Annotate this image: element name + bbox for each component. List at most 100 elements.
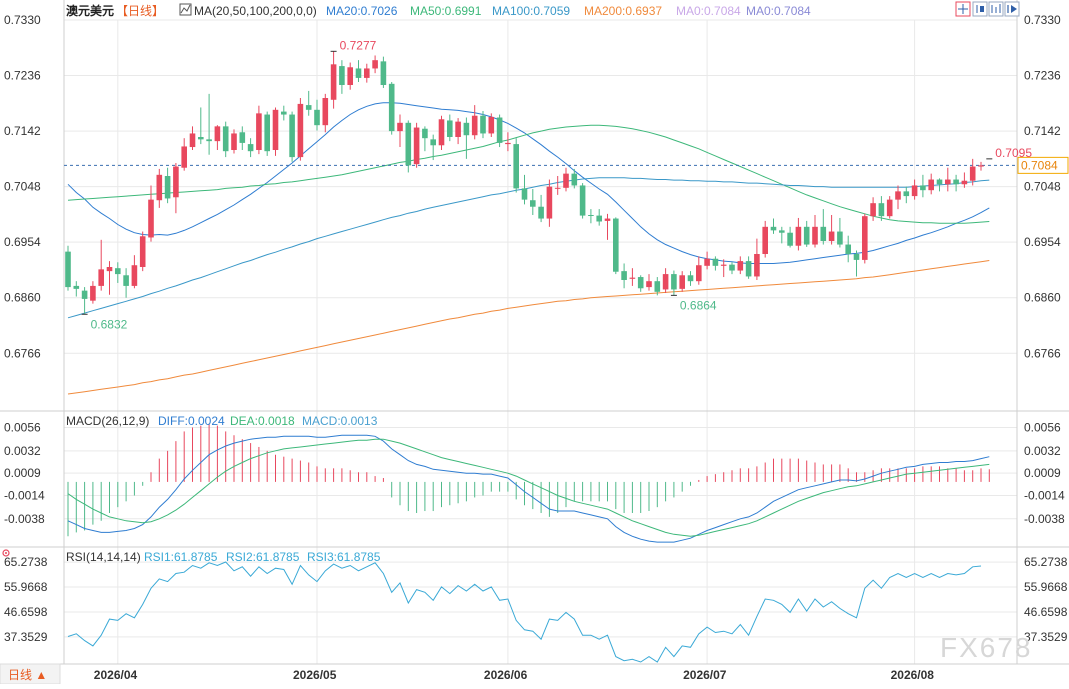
candle-body	[704, 258, 710, 266]
rsi-tick-left: 46.6598	[4, 605, 48, 619]
candle-body	[355, 68, 362, 78]
candle	[355, 60, 362, 83]
candle	[438, 115, 445, 150]
candle-body	[696, 265, 702, 282]
candle-body	[571, 173, 578, 186]
candle-body	[770, 226, 777, 231]
macd-tick-right: 0.0009	[1024, 466, 1061, 480]
candle	[496, 114, 503, 148]
candle	[397, 114, 403, 148]
candle-body	[164, 176, 171, 199]
candle	[745, 256, 752, 279]
candle	[239, 126, 246, 150]
candle-body	[886, 199, 893, 217]
candle	[206, 93, 212, 155]
candle-body	[787, 232, 793, 246]
date-tick: 2026/05	[293, 668, 337, 682]
candle	[447, 114, 453, 142]
candle-body	[239, 132, 246, 143]
candle-body	[81, 290, 88, 299]
candle	[297, 98, 304, 161]
macd-hist-value: MACD:0.0013	[302, 414, 378, 428]
candle	[521, 174, 528, 205]
ma50-line	[67, 124, 990, 224]
macd-tick-right: -0.0038	[1024, 512, 1065, 526]
high-label: 0.7277	[340, 38, 377, 52]
candle-body	[206, 139, 212, 142]
candle	[164, 167, 171, 204]
symbol-name: 澳元美元	[66, 3, 114, 18]
candle-body	[496, 117, 503, 143]
candle-body	[173, 166, 179, 198]
price-tick-left: 0.7142	[4, 124, 41, 138]
candle-body	[754, 254, 760, 277]
candle	[687, 271, 694, 286]
candle	[222, 121, 229, 158]
candle	[563, 167, 569, 192]
date-tick: 2026/06	[484, 668, 528, 682]
candle-body	[671, 274, 677, 290]
candle-body	[305, 105, 312, 110]
candle-body	[646, 281, 652, 288]
main-header: 澳元美元 【日线】 MA(20,50,100,200,0,0) MA20:0.7…	[66, 3, 811, 18]
rsi-tick-right: 46.6598	[1024, 605, 1068, 619]
candle	[98, 239, 104, 291]
indicator-settings-icon[interactable]	[179, 3, 192, 16]
low-label: 0.6832	[91, 317, 128, 331]
candle	[596, 209, 602, 226]
candle	[330, 51, 337, 109]
macd-dea-value: DEA:0.0018	[230, 414, 295, 428]
candle	[380, 56, 387, 88]
candle-body	[214, 126, 221, 142]
rsi-tick-right: 65.2738	[1024, 555, 1068, 569]
candle	[281, 105, 287, 121]
candle-body	[405, 122, 412, 166]
candle	[862, 213, 868, 264]
watermark: FX678	[940, 632, 1033, 663]
forward-icon[interactable]	[1004, 1, 1020, 17]
candle-body	[554, 187, 561, 189]
candle-type-icon[interactable]	[972, 1, 988, 17]
candle	[554, 176, 561, 195]
candle-body	[936, 179, 943, 185]
candle-body	[596, 215, 602, 222]
candle	[978, 161, 984, 171]
rsi-tick-left: 37.3529	[4, 630, 48, 644]
candlesticks	[65, 51, 984, 315]
macd-tick-right: 0.0032	[1024, 444, 1061, 458]
indicator-icon[interactable]	[988, 1, 1004, 17]
candle-body	[447, 120, 453, 137]
candle	[853, 250, 860, 277]
candle-body	[837, 231, 843, 245]
settings-icon[interactable]	[2, 549, 10, 557]
candle-body	[264, 114, 270, 152]
price-tick-left: 0.7330	[4, 13, 41, 27]
candle	[173, 163, 179, 214]
candle	[322, 93, 329, 133]
period-selector-label: 日线 ▲	[8, 668, 47, 682]
candle	[264, 111, 270, 156]
period-selector[interactable]: 日线 ▲	[0, 663, 61, 685]
candle	[629, 268, 636, 286]
candle-body	[339, 66, 345, 85]
price-tick-right: 0.6860	[1024, 291, 1061, 305]
candle	[903, 186, 910, 204]
candle-body	[621, 271, 627, 280]
candle	[704, 251, 710, 270]
candle	[878, 196, 885, 221]
candle	[604, 213, 611, 240]
candle-body	[712, 258, 719, 266]
crosshair-icon[interactable]	[955, 1, 971, 17]
macd-panel	[67, 423, 990, 543]
macd-tick-right: 0.0056	[1024, 421, 1061, 435]
candle	[488, 113, 495, 137]
candle	[73, 281, 80, 297]
ma-params: MA(20,50,100,200,0,0)	[194, 4, 317, 18]
candle	[671, 270, 677, 296]
price-tick-left: 0.7236	[4, 69, 41, 83]
candle	[123, 268, 129, 298]
candle	[81, 287, 88, 315]
candle-body	[455, 121, 461, 137]
price-tick-left: 0.7048	[4, 180, 41, 194]
